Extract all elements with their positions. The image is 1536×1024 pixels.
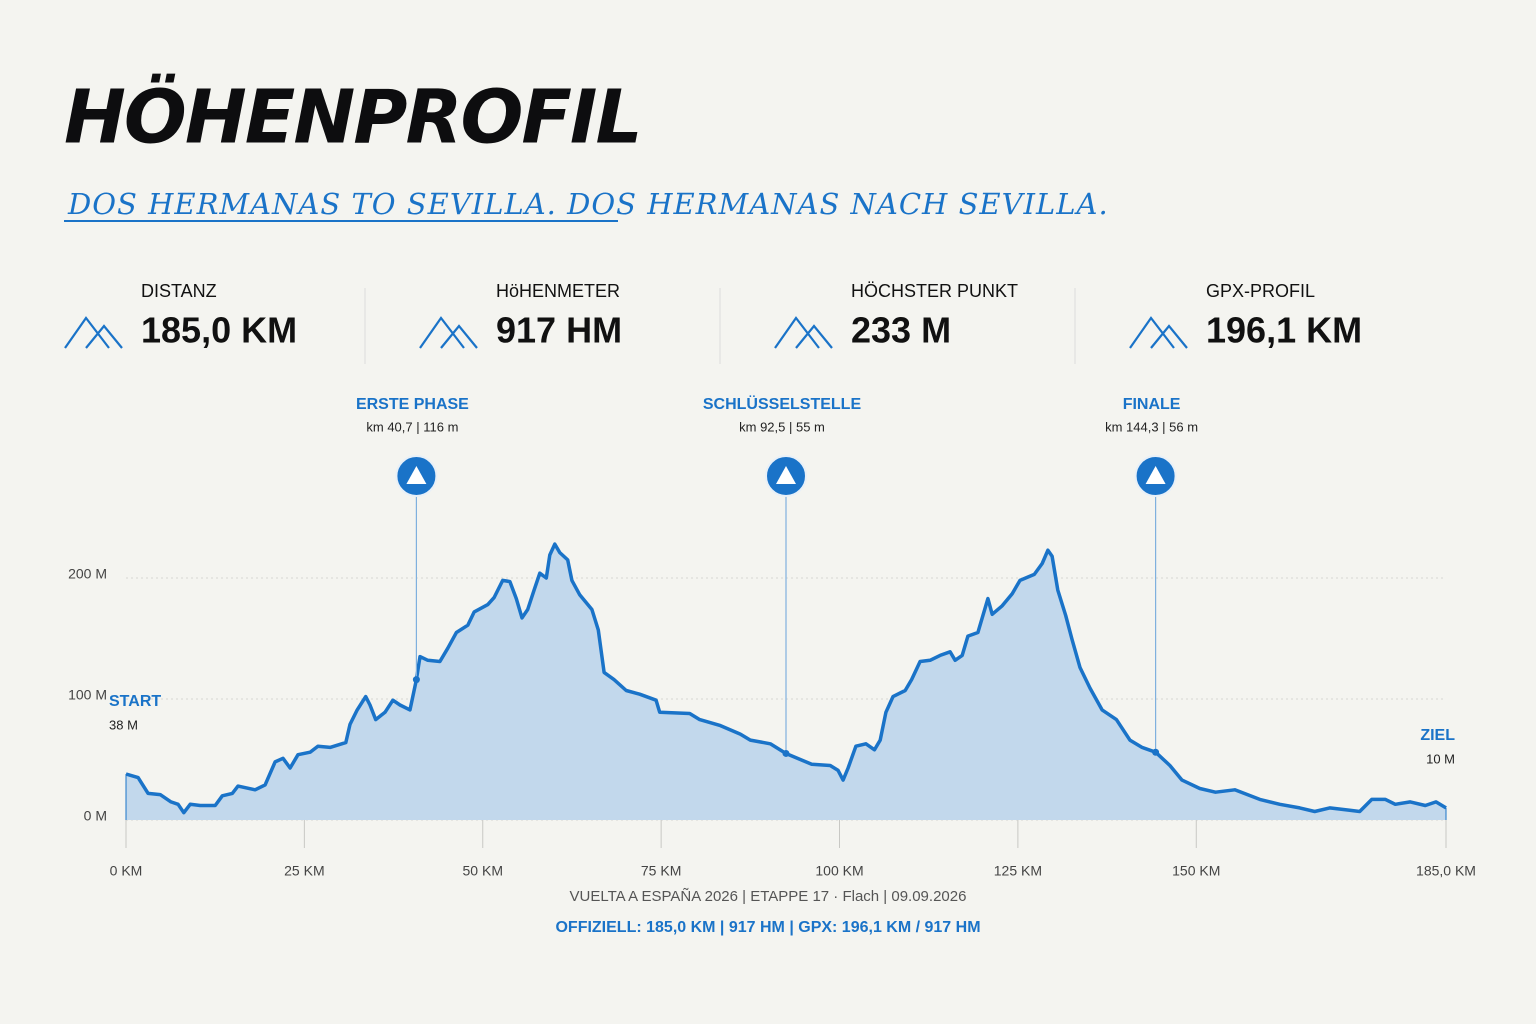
annotation-label: FINALE [1123, 396, 1181, 413]
stat-value: 185,0 KM [141, 310, 297, 351]
stat-label: HöHENMETER [496, 281, 620, 301]
elevation-line [125, 542, 1447, 815]
start-value: 38 M [109, 717, 138, 732]
stat-value: 196,1 KM [1206, 310, 1362, 351]
stat-label: DISTANZ [141, 281, 217, 301]
mountain-icon [64, 316, 123, 349]
x-tick-label: 150 KM [1172, 863, 1220, 879]
x-tick-label: 100 KM [815, 863, 863, 879]
end-value: 10 M [1426, 751, 1455, 766]
footer-summary: OFFIZIELL: 185,0 KM | 917 HM | GPX: 196,… [555, 919, 980, 936]
annotation-icon [776, 466, 796, 484]
annotation-text: km 92,5 | 55 m [739, 419, 825, 434]
mountain-icon [1129, 316, 1188, 349]
x-tick-label: 25 KM [284, 863, 324, 879]
stat-value: 233 M [851, 310, 951, 351]
y-tick-label: 0 M [84, 808, 107, 824]
elevation-area [126, 544, 1446, 820]
annotation-text: km 144,3 | 56 m [1105, 419, 1198, 434]
x-tick-label: 50 KM [463, 863, 503, 879]
y-tick-label: 200 M [68, 566, 107, 582]
x-tick-label: 0 KM [110, 863, 143, 879]
footer-line: VUELTA A ESPAÑA 2026 | ETAPPE 17 · Flach… [570, 888, 967, 905]
annotation-icon [1145, 466, 1166, 484]
title: HÖHENPROFIL [64, 73, 641, 161]
stat-label: HÖCHSTER PUNKT [851, 281, 1018, 301]
end-label: ZIEL [1420, 727, 1455, 744]
annotation-label: SCHLÜSSELSTELLE [703, 394, 862, 413]
annotation-point [412, 676, 420, 684]
subtitle: DOS HERMANAS TO SEVILLA. DOS HERMANAS NA… [67, 187, 1109, 221]
annotation-point [782, 749, 790, 757]
annotation-icon [406, 466, 427, 484]
annotation-point [1152, 748, 1160, 756]
stats-row: DISTANZ 185,0 KM HöHENMETER 917 HM HÖCHSTER … [64, 281, 1362, 364]
stat-label: GPX-PROFIL [1206, 281, 1315, 301]
annotation-text: km 40,7 | 116 m [366, 419, 458, 434]
mountain-icon [774, 316, 833, 349]
y-tick-label: 100 M [68, 687, 107, 703]
x-tick-label: 125 KM [994, 863, 1042, 879]
mountain-icon [419, 316, 478, 349]
start-label: START [109, 693, 161, 710]
x-tick-label: 75 KM [641, 863, 681, 879]
stat-value: 917 HM [496, 310, 622, 351]
annotation-label: ERSTE PHASE [356, 396, 469, 413]
x-tick-label: 185,0 KM [1416, 863, 1476, 879]
